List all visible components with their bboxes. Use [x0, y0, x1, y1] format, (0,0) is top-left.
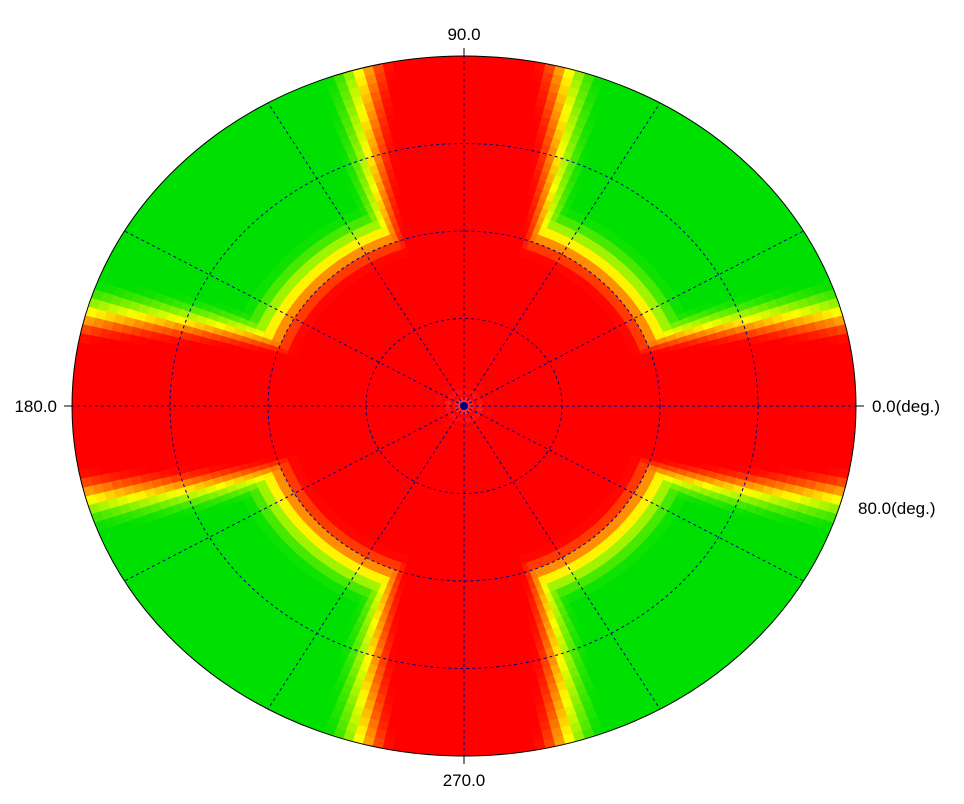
polar-heatmap-chart: 90.0 270.0 180.0 0.0(deg.) 80.0(deg.) — [0, 0, 964, 804]
